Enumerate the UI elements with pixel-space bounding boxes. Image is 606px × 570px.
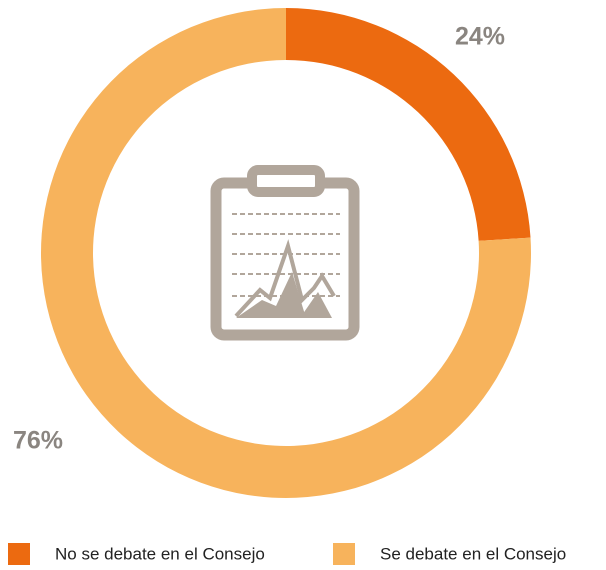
- legend-label: Se debate en el Consejo: [380, 544, 566, 563]
- clipboard-icon: [210, 165, 360, 341]
- value-label: 24%: [455, 23, 505, 51]
- legend-swatch: [333, 543, 355, 565]
- legend-label: No se debate en el Consejo: [55, 544, 265, 563]
- legend-swatch: [8, 543, 30, 565]
- slices: [40, 8, 531, 498]
- value-label: 76%: [13, 427, 63, 455]
- slice: [286, 8, 531, 241]
